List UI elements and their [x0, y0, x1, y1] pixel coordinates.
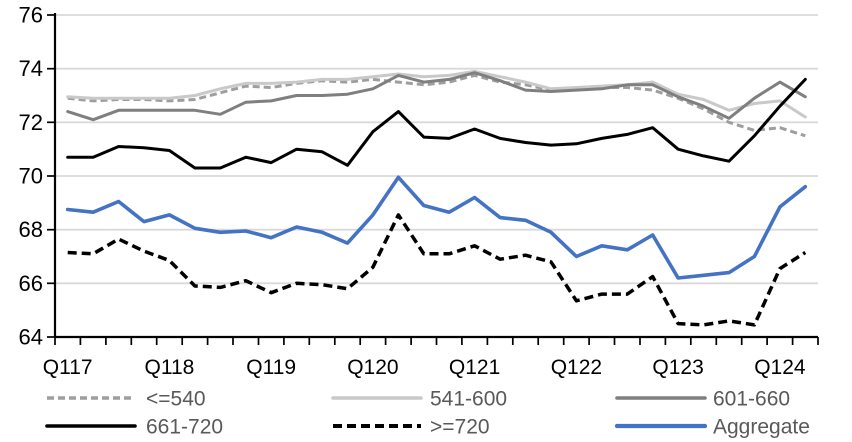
legend-label-ge-720: >=720: [430, 416, 490, 439]
x-axis: [54, 335, 819, 345]
x-tick-label-Q119: Q119: [246, 356, 296, 379]
y-tick-label-74: 74: [19, 56, 43, 81]
x-tick-label-Q121: Q121: [449, 356, 500, 379]
x-tick-labels: Q117 Q118 Q119 Q120 Q121 Q122 Q123 Q124: [43, 356, 806, 379]
legend-label-s661-720: 661-720: [146, 416, 223, 439]
x-tick-label-Q123: Q123: [652, 356, 703, 379]
series-line-s661-720: [66, 77, 807, 170]
y-tick-label-76: 76: [19, 3, 43, 28]
x-tick-label-Q118: Q118: [144, 356, 194, 379]
y-tick-labels: 64 66 68 70 72 74 76: [19, 3, 43, 350]
series-line-s541-600: [66, 69, 807, 119]
y-tick-label-64: 64: [19, 325, 43, 350]
legend-label-aggregate: Aggregate: [713, 416, 810, 439]
y-tick-label-68: 68: [19, 217, 43, 242]
legend-label-le-540: <=540: [146, 388, 206, 411]
gridlines: [55, 14, 818, 285]
series-line-aggregate: [65, 175, 808, 280]
series-lines: [65, 69, 808, 327]
y-tick-label-72: 72: [19, 110, 43, 135]
series-line-le-540: [67, 73, 806, 138]
legend: <=540 541-600 601-660 661-720 >=720 Aggregate: [45, 388, 810, 439]
x-tick-label-Q124: Q124: [754, 356, 806, 379]
legend-label-s541-600: 541-600: [430, 388, 507, 411]
legend-label-s601-660: 601-660: [713, 388, 790, 411]
series-line-ge-720: [67, 213, 807, 327]
series-line-s601-660: [66, 71, 807, 122]
y-tick-label-70: 70: [19, 164, 43, 189]
x-tick-label-Q122: Q122: [551, 356, 602, 379]
y-axis: [47, 13, 57, 338]
y-tick-label-66: 66: [19, 271, 43, 296]
x-tick-label-Q117: Q117: [43, 356, 93, 379]
x-tick-label-Q120: Q120: [347, 356, 398, 379]
